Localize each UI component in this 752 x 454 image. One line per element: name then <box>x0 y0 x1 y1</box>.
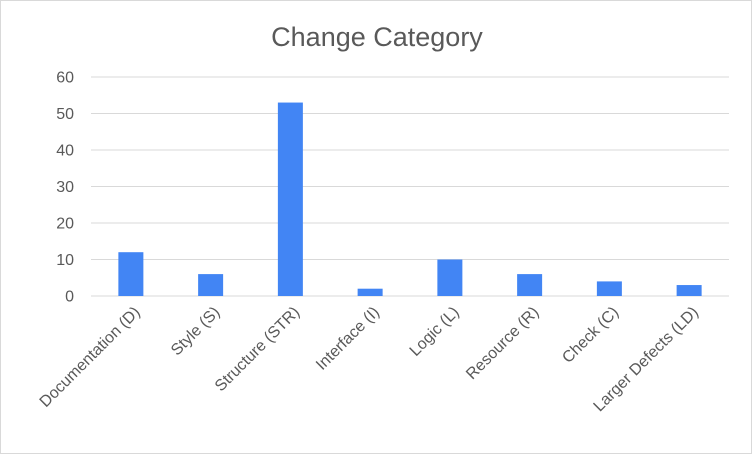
x-category-label: Style (S) <box>168 304 223 359</box>
gridlines <box>91 76 729 297</box>
x-category-label: Structure (STR) <box>212 304 303 395</box>
bar <box>676 285 702 296</box>
y-tick-label: 10 <box>56 252 74 269</box>
y-tick-label: 20 <box>56 216 74 233</box>
x-category-label: Check (C) <box>559 304 622 367</box>
bar <box>118 252 144 296</box>
x-category-label: Resource (R) <box>463 304 542 383</box>
x-category-label: Interface (I) <box>313 304 383 374</box>
bar <box>437 259 463 296</box>
x-category-label: Logic (L) <box>407 304 463 360</box>
bar <box>277 102 303 296</box>
y-axis-ticks: 0 10 20 30 40 50 60 <box>56 70 74 306</box>
bar <box>198 274 224 296</box>
y-tick-label: 0 <box>65 289 74 306</box>
bar <box>596 281 622 296</box>
y-tick-label: 30 <box>56 179 74 196</box>
y-tick-label: 40 <box>56 143 74 160</box>
y-tick-label: 50 <box>56 106 74 123</box>
x-category-label: Documentation (D) <box>37 304 144 411</box>
chart-title: Change Category <box>271 22 483 52</box>
bars <box>118 102 702 296</box>
x-axis-categories: Documentation (D) Style (S)Structure (STR… <box>37 304 702 415</box>
bar <box>517 274 543 296</box>
y-tick-label: 60 <box>56 70 74 87</box>
bar <box>357 288 383 296</box>
